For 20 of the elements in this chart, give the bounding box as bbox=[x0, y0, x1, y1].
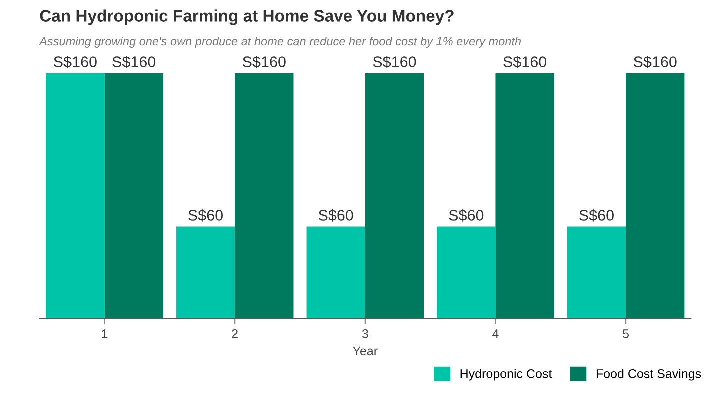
chart-title: Can Hydroponic Farming at Home Save You Money? bbox=[40, 10, 454, 26]
legend-label: Food Cost Savings bbox=[596, 369, 702, 381]
x-tick-label: 3 bbox=[362, 330, 368, 338]
data-label: S$160 bbox=[373, 56, 416, 68]
data-label: S$160 bbox=[54, 56, 97, 68]
x-tick-label: 2 bbox=[232, 330, 238, 338]
legend-label: Hydroponic Cost bbox=[460, 369, 552, 381]
chart-subtitle: Assuming growing one's own produce at home can reduce her food cost by 1% every month bbox=[39, 36, 522, 48]
data-label: S$60 bbox=[188, 209, 223, 222]
data-label: S$160 bbox=[112, 56, 156, 68]
data-label: S$160 bbox=[634, 56, 677, 68]
data-label: S$60 bbox=[318, 209, 354, 222]
x-axis-title: Year bbox=[353, 346, 378, 356]
data-label: S$160 bbox=[504, 56, 547, 68]
data-label: S$160 bbox=[243, 56, 286, 68]
data-label: S$60 bbox=[580, 209, 614, 222]
x-tick-label: 1 bbox=[102, 330, 108, 338]
x-tick-label: 4 bbox=[492, 330, 499, 338]
data-label: S$60 bbox=[449, 209, 484, 222]
x-tick-label: 5 bbox=[623, 330, 629, 338]
